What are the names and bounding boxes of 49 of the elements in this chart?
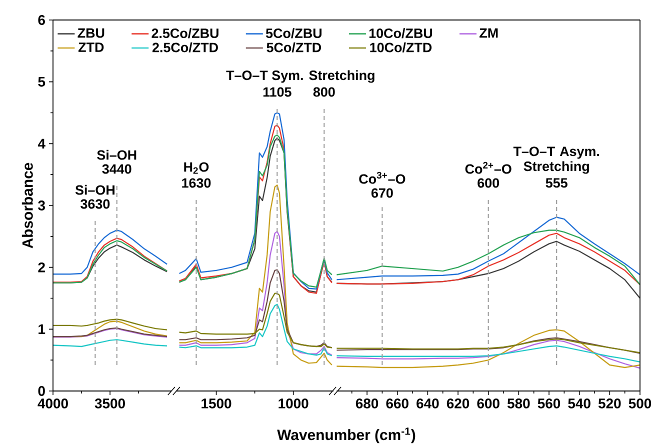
y-tick-label: 6: [38, 15, 45, 25]
x-tick-label: 500: [628, 398, 652, 408]
x-tick-label: 580: [507, 398, 530, 408]
legend-label: 2.5Co/ZTD: [152, 42, 218, 52]
legend-label: ZTD: [78, 42, 104, 52]
y-tick-label: 3: [38, 200, 45, 210]
legend-label: 2.5Co/ZBU: [152, 28, 218, 38]
x-tick-label: 560: [538, 398, 560, 408]
ref-line-label: 3440: [102, 164, 132, 174]
annotation: T–O–T Sym. Stretching: [226, 70, 374, 83]
y-axis-title: Absorbance: [22, 162, 33, 248]
line-series: [52, 318, 168, 330]
annotation: Co$^{2+}$–O: [465, 162, 512, 174]
x-tick-label: 4000: [38, 398, 68, 408]
annotation: Si–OH: [75, 184, 114, 195]
y-tick-label: 0: [38, 386, 45, 396]
legend-label: 5Co/ZBU: [266, 28, 322, 38]
annotation: Si–OH: [97, 150, 136, 160]
legend-label: ZBU: [78, 28, 104, 38]
y-tick-label: 5: [38, 76, 46, 87]
ref-line-label: 3630: [80, 199, 110, 209]
ref-line-label: 1105: [263, 87, 292, 97]
x-tick-label: 660: [386, 398, 408, 408]
x-tick-label: 520: [598, 398, 621, 408]
x-tick-label: 1500: [202, 398, 232, 408]
x-tick-label: 1000: [278, 398, 308, 408]
ref-line-label: 1630: [182, 178, 211, 188]
line-series: [52, 230, 168, 275]
x-tick-label: 600: [477, 398, 500, 408]
x-axis-title: Wavenumber (cm$^{-1}$): [277, 428, 416, 444]
annotation: H$_{2}$O: [184, 162, 209, 174]
legend-label: 5Co/ZTD: [266, 42, 322, 52]
ref-line-label: 600: [478, 178, 500, 188]
ref-line-label: 555: [546, 178, 568, 188]
ref-line-label: 800: [313, 87, 335, 97]
annotation: T–O–T Asym. Stretching: [513, 146, 600, 174]
legend-label: 10Co/ZTD: [370, 42, 432, 52]
y-tick-label: 1: [38, 324, 46, 334]
legend-label: ZM: [480, 28, 498, 38]
x-tick-label: 620: [446, 398, 470, 408]
x-tick-label: 540: [568, 398, 590, 408]
x-tick-label: 680: [356, 398, 378, 408]
y-tick-label: 2: [38, 262, 45, 272]
x-tick-label: 3500: [94, 398, 125, 408]
y-tick-label: 4: [38, 138, 46, 148]
ref-line-label: 670: [371, 188, 393, 198]
annotation: Co$^{3+}$–O: [359, 172, 406, 184]
x-tick-label: 640: [416, 398, 439, 408]
legend-label: 10Co/ZBU: [369, 28, 432, 38]
